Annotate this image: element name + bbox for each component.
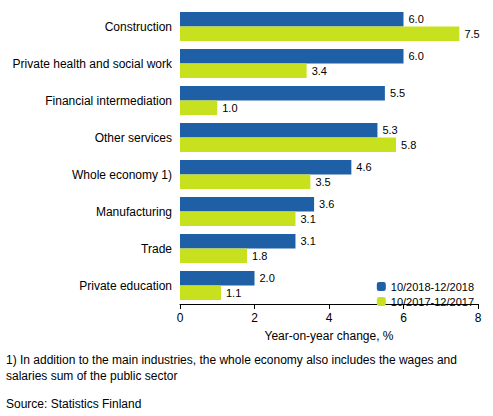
svg-text:5.8: 5.8 — [401, 139, 416, 151]
svg-text:7.5: 7.5 — [464, 28, 479, 40]
svg-text:salaries sum of the public sec: salaries sum of the public sector — [6, 369, 177, 383]
svg-text:6.0: 6.0 — [409, 50, 424, 62]
svg-text:0: 0 — [177, 311, 184, 325]
svg-text:2.0: 2.0 — [260, 272, 275, 284]
svg-text:1.0: 1.0 — [222, 102, 237, 114]
svg-text:2: 2 — [251, 311, 258, 325]
svg-text:Year-on-year change, %: Year-on-year change, % — [265, 329, 394, 343]
svg-text:Trade: Trade — [141, 242, 172, 256]
svg-text:3.4: 3.4 — [312, 65, 327, 77]
svg-text:4.6: 4.6 — [356, 161, 371, 173]
svg-text:Private health and social work: Private health and social work — [13, 57, 173, 71]
svg-text:10/2018-12/2018: 10/2018-12/2018 — [391, 281, 474, 293]
svg-text:Source: Statistics Finland: Source: Statistics Finland — [6, 397, 141, 411]
svg-text:Manufacturing: Manufacturing — [96, 205, 172, 219]
svg-text:5.5: 5.5 — [390, 87, 405, 99]
svg-text:5.3: 5.3 — [382, 124, 397, 136]
svg-text:3.5: 3.5 — [315, 176, 330, 188]
svg-text:10/2017-12/2017: 10/2017-12/2017 — [391, 296, 474, 308]
svg-text:3.1: 3.1 — [300, 213, 315, 225]
svg-text:4: 4 — [326, 311, 333, 325]
svg-text:3.1: 3.1 — [300, 235, 315, 247]
svg-text:Financial intermediation: Financial intermediation — [45, 94, 172, 108]
svg-text:1.1: 1.1 — [226, 287, 241, 299]
svg-text:8: 8 — [475, 311, 482, 325]
svg-text:3.6: 3.6 — [319, 198, 334, 210]
svg-text:Whole economy 1): Whole economy 1) — [72, 168, 172, 182]
svg-text:Construction: Construction — [105, 20, 172, 34]
svg-text:6: 6 — [400, 311, 407, 325]
svg-text:1.8: 1.8 — [252, 250, 267, 262]
svg-text:Other services: Other services — [95, 131, 172, 145]
svg-text:Private education: Private education — [79, 279, 172, 293]
svg-text:6.0: 6.0 — [409, 13, 424, 25]
svg-text:1) In addition to the main ind: 1) In addition to the main industries, t… — [6, 353, 460, 367]
